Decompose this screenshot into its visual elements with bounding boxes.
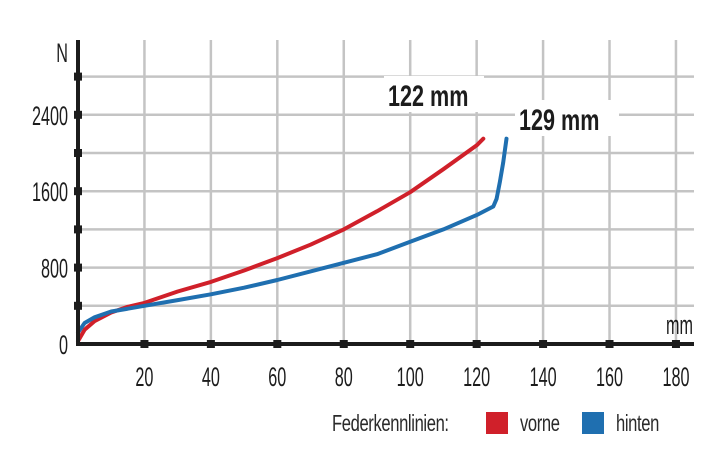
x-tick-label: 60	[268, 362, 286, 392]
series-lines	[76, 136, 509, 344]
x-tick-mark	[671, 340, 680, 348]
x-tick-label: 120	[463, 362, 490, 392]
y-tick-mark	[74, 110, 82, 119]
annot-hinten-bg	[515, 100, 619, 136]
x-tick-label: 160	[596, 362, 623, 392]
y-tick-label: 800	[41, 253, 68, 283]
x-tick-label: 40	[202, 362, 220, 392]
legend-label-vorne: vorne	[520, 409, 560, 436]
y-tick-mark	[74, 149, 82, 157]
y-tick-label: 1600	[32, 177, 68, 207]
axes	[74, 40, 694, 348]
tick-labels: 0 800 1600 2400 20 40 60 80 100 120 140 160 180 Nmm	[32, 38, 693, 392]
y-tick-mark	[74, 225, 82, 234]
legend-swatch-hinten	[582, 412, 604, 434]
x-tick-mark	[406, 340, 415, 348]
legend-label-hinten: hinten	[616, 409, 659, 436]
annot-hinten: 129 mm	[519, 102, 599, 136]
x-tick-mark	[539, 340, 548, 348]
y-tick-mark	[74, 72, 82, 81]
legend-swatch-vorne	[486, 412, 508, 434]
x-tick-label: 80	[335, 362, 353, 392]
x-tick-mark	[472, 340, 481, 348]
legend: Federkennlinien: vorne hinten	[332, 408, 676, 438]
series-hinten	[76, 136, 509, 335]
x-tick-label: 180	[662, 362, 689, 392]
x-tick-mark	[605, 340, 614, 348]
legend-title: Federkennlinien:	[332, 409, 449, 436]
x-tick-mark	[339, 340, 348, 348]
legend-content: Federkennlinien: vorne hinten	[332, 410, 676, 437]
y-tick-mark	[74, 187, 82, 196]
y-tick-label: 0	[59, 330, 68, 360]
x-tick-label: 100	[397, 362, 424, 392]
y-tick-label: 2400	[32, 101, 68, 131]
x-tick-mark	[140, 340, 149, 348]
y-axis-unit: N	[56, 38, 68, 68]
y-tick-mark	[74, 263, 82, 272]
series-vorne	[76, 136, 486, 344]
x-axis-unit: mm	[666, 310, 693, 340]
x-tick-label: 140	[530, 362, 557, 392]
x-tick-label: 20	[135, 362, 153, 392]
x-tick-mark	[273, 340, 282, 348]
x-tick-mark	[206, 340, 215, 348]
y-tick-mark	[74, 301, 82, 310]
annot-vorne: 122 mm	[388, 78, 468, 112]
annot-vorne-bg	[384, 76, 484, 112]
